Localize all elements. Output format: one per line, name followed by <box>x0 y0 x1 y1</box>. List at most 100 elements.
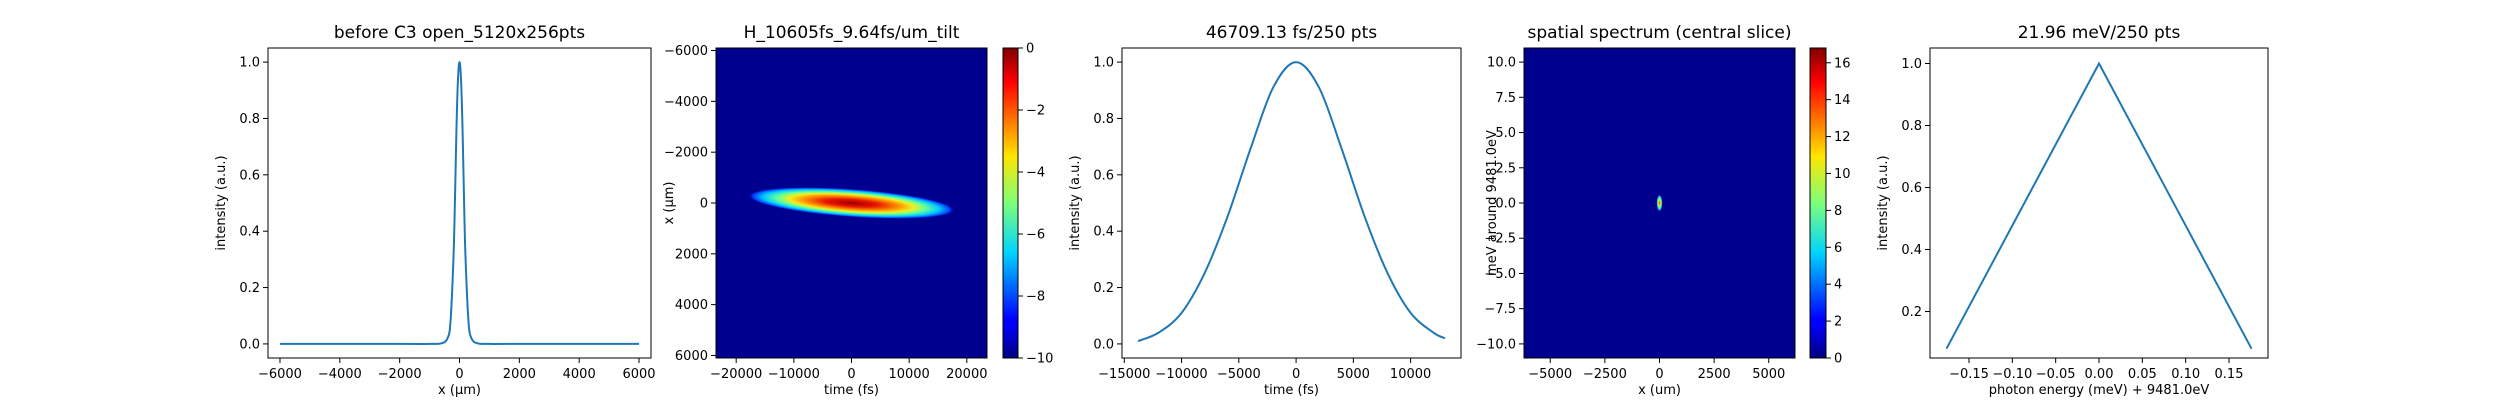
y-tick-label: 0 <box>700 197 708 212</box>
colorbar-tick-label: −6 <box>1026 228 1045 243</box>
y-tick-label: 0.6 <box>1093 168 1114 183</box>
x-tick-label: −0.10 <box>1992 367 2032 382</box>
chart-title: 21.96 meV/250 pts <box>2018 23 2181 43</box>
y-tick-label: −10.0 <box>1476 337 1516 352</box>
heatmap-pulse-ellipse <box>747 187 956 219</box>
y-tick-label: 0.4 <box>239 225 260 240</box>
x-tick-label: 0 <box>455 367 463 382</box>
x-axis-label: x (μm) <box>438 383 481 398</box>
y-tick-label: 5.0 <box>1495 126 1516 141</box>
y-tick-label: −6000 <box>664 44 708 59</box>
colorbar-tick-label: 8 <box>1834 204 1842 219</box>
chart-title: spatial spectrum (central slice) <box>1528 23 1792 43</box>
colorbar-tick-label: 0 <box>1834 352 1842 367</box>
colorbar-tick-label: 2 <box>1834 315 1842 330</box>
y-tick-label: 4000 <box>675 298 708 313</box>
x-tick-label: 0.15 <box>2215 367 2244 382</box>
x-tick-label: 0.10 <box>2171 367 2200 382</box>
y-tick-label: 0.8 <box>1901 119 1922 134</box>
colorbar-tick-label: 6 <box>1834 241 1842 256</box>
colorbar-tick-label: 16 <box>1834 56 1851 71</box>
y-tick-label: 0.6 <box>1901 181 1922 196</box>
heatmap-spectrum-spot <box>1656 194 1663 212</box>
x-axis-label: time (fs) <box>824 383 879 398</box>
y-tick-label: 0.2 <box>1901 305 1922 320</box>
chart-title: 46709.13 fs/250 pts <box>1206 23 1377 43</box>
x-tick-label: 10000 <box>888 367 929 382</box>
series-line-1 <box>1137 61 1446 343</box>
x-tick-label: 20000 <box>946 367 987 382</box>
y-axis-label: intensity (a.u.) <box>214 155 229 250</box>
x-tick-label: 10000 <box>1390 367 1431 382</box>
x-tick-label: −4000 <box>318 367 362 382</box>
y-tick-label: 0.6 <box>239 168 260 183</box>
y-axis-label: intensity (a.u.) <box>1068 155 1083 250</box>
x-tick-label: −20000 <box>710 367 762 382</box>
series-line-1 <box>279 61 640 345</box>
chart-panel-3: −15000 −10000 −5000 0 5000 10000 0.0 0.2 0.4 0.6 0… <box>1068 23 1462 398</box>
y-axis-label: intensity (a.u.) <box>1876 155 1891 250</box>
series-line-1 <box>1945 61 2253 350</box>
y-axis-label: meV around 9481.0eV <box>1485 130 1500 276</box>
y-tick-label: 0.0 <box>1495 197 1516 212</box>
x-tick-label: 5000 <box>1752 367 1785 382</box>
y-tick-label: 0.0 <box>1093 337 1114 352</box>
y-tick-label: 0.2 <box>1093 281 1114 296</box>
colorbar-tick-label: 14 <box>1834 93 1851 108</box>
y-tick-label: 0.8 <box>1093 112 1114 127</box>
y-tick-label: 1.0 <box>1901 57 1922 72</box>
colorbar-tick-label: −2 <box>1026 104 1045 119</box>
x-tick-label: −0.15 <box>1949 367 1989 382</box>
x-tick-label: 2500 <box>1698 367 1731 382</box>
y-tick-label: 1.0 <box>239 56 260 71</box>
colorbar <box>1809 47 1827 359</box>
chart-panel-1: −6000 −4000 −2000 0 2000 4000 6000 0.0 0.2 0.4 0.6… <box>214 23 656 398</box>
x-tick-label: 2000 <box>503 367 536 382</box>
y-tick-label: 0.4 <box>1093 225 1114 240</box>
x-tick-label: −6000 <box>258 367 302 382</box>
chart-panel-4: 0 2 4 6 8 10 12 14 16 −5000 −2500 0 2500 5000 10.0 7.5 5… <box>1476 23 1850 398</box>
x-tick-label: −2500 <box>1583 367 1627 382</box>
x-tick-label: −10000 <box>1155 367 1207 382</box>
colorbar-tick-label: −10 <box>1026 352 1053 367</box>
x-tick-label: −0.05 <box>2036 367 2076 382</box>
y-tick-label: 0.0 <box>239 337 260 352</box>
y-tick-label: 0.4 <box>1901 243 1922 258</box>
colorbar-tick-label: −8 <box>1026 290 1045 305</box>
y-tick-label: 0.2 <box>239 281 260 296</box>
chart-title: H_10605fs_9.64fs/um_tilt <box>744 23 960 43</box>
y-tick-label: 0.8 <box>239 112 260 127</box>
x-tick-label: −10000 <box>768 367 820 382</box>
x-tick-label: 6000 <box>622 367 655 382</box>
x-tick-label: −5000 <box>1528 367 1572 382</box>
colorbar-tick-label: 10 <box>1834 167 1851 182</box>
colorbar-tick-label: 12 <box>1834 130 1851 145</box>
y-tick-label: 10.0 <box>1487 56 1516 71</box>
y-tick-label: 2000 <box>675 247 708 262</box>
x-tick-label: −2000 <box>378 367 422 382</box>
chart-title: before C3 open_5120x256pts <box>334 23 585 43</box>
y-tick-label: 2.5 <box>1495 161 1516 176</box>
x-tick-label: 0 <box>1655 367 1663 382</box>
colorbar-tick-label: 4 <box>1834 278 1842 293</box>
colorbar <box>1002 47 1019 359</box>
y-tick-label: −5.0 <box>1484 267 1516 282</box>
plot-frame <box>267 47 652 359</box>
x-tick-label: −15000 <box>1098 367 1150 382</box>
chart-panel-5: −0.15 −0.10 −0.05 0.00 0.05 0.10 0.15 0.2 0.4 0.6… <box>1876 23 2269 398</box>
x-tick-label: 5000 <box>1337 367 1370 382</box>
plot-frame <box>1929 47 2269 359</box>
y-tick-label: 6000 <box>675 349 708 364</box>
x-tick-label: 0.05 <box>2128 367 2157 382</box>
y-tick-label: 7.5 <box>1495 91 1516 106</box>
y-tick-label: −7.5 <box>1484 302 1516 317</box>
y-tick-label: 1.0 <box>1093 56 1114 71</box>
x-tick-label: 0 <box>1292 367 1300 382</box>
x-tick-label: 4000 <box>563 367 596 382</box>
x-axis-label: photon energy (meV) + 9481.0eV <box>1989 383 2210 398</box>
y-axis-label: x (μm) <box>662 182 677 225</box>
x-axis-label: x (um) <box>1638 383 1681 398</box>
x-tick-label: 0.00 <box>2085 367 2114 382</box>
colorbar-tick-label: −4 <box>1026 166 1045 181</box>
